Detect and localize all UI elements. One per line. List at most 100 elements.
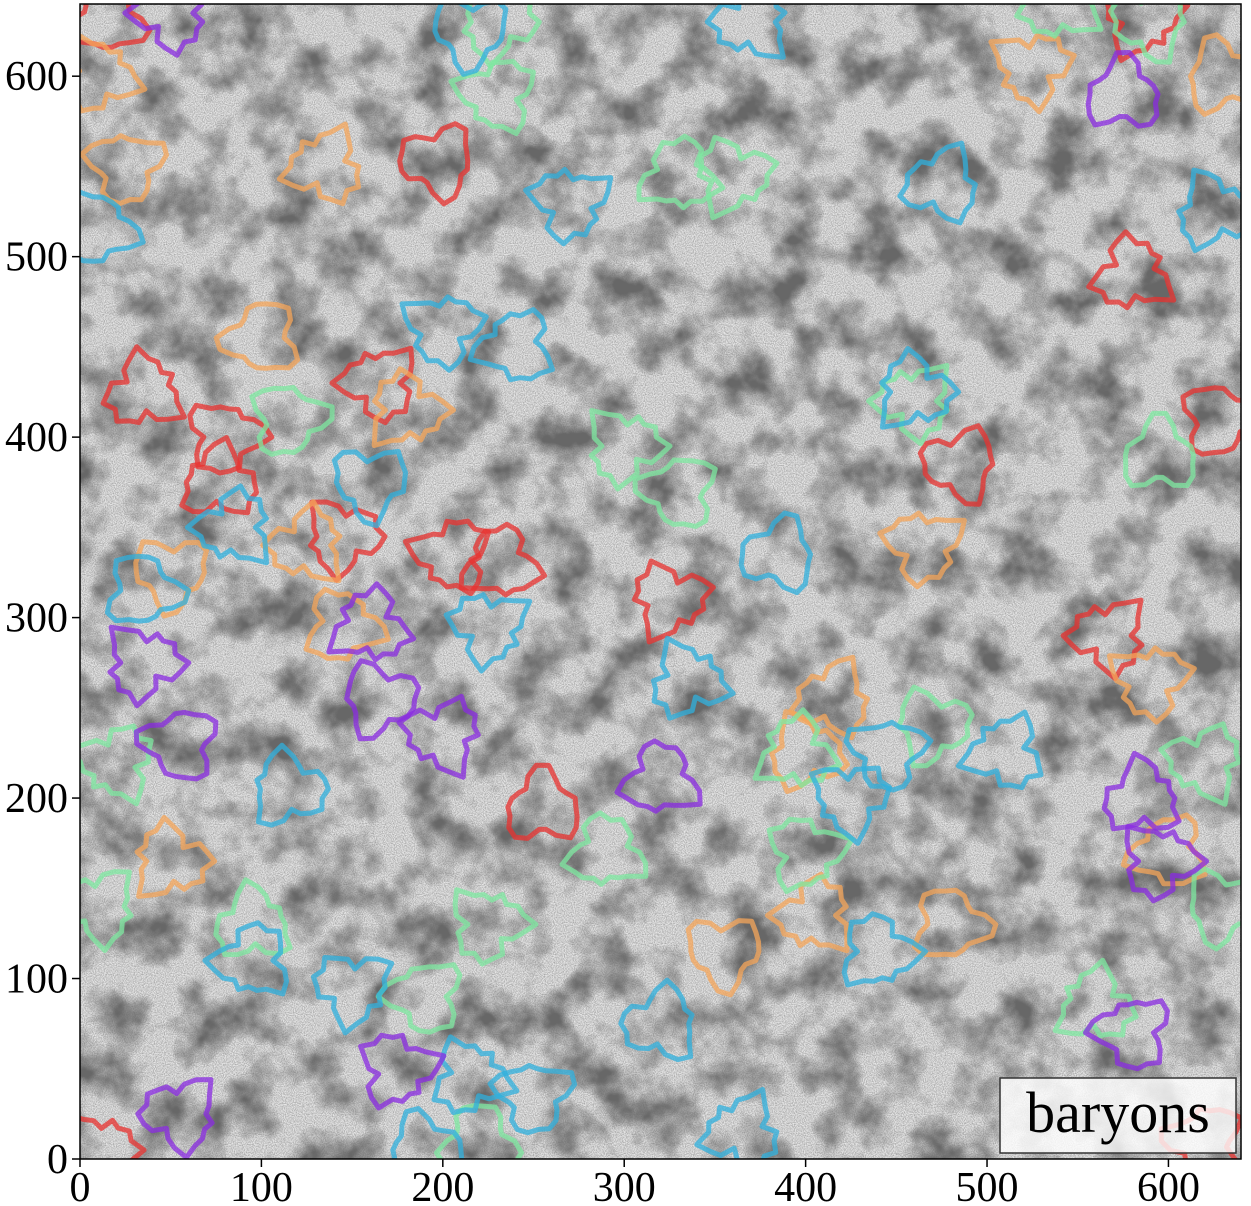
contour [308, 499, 388, 583]
contour [1106, 645, 1197, 725]
contour [276, 121, 362, 207]
contour [1108, 4, 1187, 65]
contour [523, 166, 614, 247]
contour [260, 499, 343, 584]
contour [452, 887, 539, 967]
contour [80, 1115, 147, 1159]
contour [329, 345, 415, 426]
contour [955, 709, 1044, 791]
contour [326, 581, 417, 663]
contour [1123, 410, 1196, 489]
contour [371, 366, 456, 448]
y-tick-label: 100 [5, 957, 68, 1003]
contour [1085, 50, 1161, 129]
x-tick-label: 400 [774, 1165, 837, 1206]
contour [303, 586, 391, 662]
contour [1158, 721, 1241, 807]
x-tick-label: 100 [230, 1165, 293, 1206]
contour [879, 346, 962, 430]
contour [432, 4, 509, 77]
contour [390, 1106, 465, 1159]
contour [434, 1103, 524, 1159]
contour [588, 408, 673, 492]
contour [467, 307, 555, 383]
contour [1052, 957, 1139, 1038]
contour [344, 658, 422, 742]
contour [254, 742, 331, 828]
contour [487, 1063, 578, 1136]
contour [249, 385, 335, 457]
contour [694, 1086, 780, 1159]
contour [911, 887, 999, 958]
contour [461, 4, 542, 69]
y-tick-label: 500 [5, 235, 68, 281]
contour [135, 1077, 215, 1159]
contour [202, 920, 289, 997]
y-tick-label: 600 [5, 54, 68, 100]
contour [632, 457, 718, 529]
contour [1101, 750, 1182, 832]
contour [651, 635, 736, 721]
contour [397, 121, 471, 207]
contour [80, 869, 134, 953]
contour [696, 134, 780, 221]
contour [1014, 4, 1104, 39]
contour [1086, 229, 1177, 311]
axes: 0 100 200 300 400 500 600 0 100 200 300 400 500 600 [5, 54, 1200, 1206]
contour [179, 435, 259, 516]
contour [631, 558, 716, 645]
contour [738, 510, 813, 596]
x-tick-label: 500 [956, 1165, 1019, 1206]
plot-frame [79, 3, 1242, 1160]
contour [841, 911, 928, 988]
contour [107, 624, 192, 709]
y-tick-label: 0 [47, 1137, 68, 1183]
contour [431, 1034, 520, 1115]
contour [877, 510, 967, 590]
contour [1124, 824, 1210, 904]
contour [184, 483, 269, 566]
contour [808, 765, 892, 846]
contour [80, 33, 148, 114]
contour [213, 877, 293, 958]
contour [1176, 167, 1241, 254]
contour [917, 423, 996, 507]
annotation: baryons [1026, 1080, 1210, 1145]
contour [704, 4, 788, 60]
contour [1188, 32, 1241, 117]
x-tick-label: 600 [1137, 1165, 1200, 1206]
contour [1189, 866, 1241, 952]
contour [685, 918, 762, 998]
contour [80, 133, 169, 207]
x-tick-label: 300 [593, 1165, 656, 1206]
y-tick-label: 400 [5, 415, 68, 461]
contour [614, 738, 703, 814]
x-tick-label: 0 [70, 1165, 91, 1206]
contour [100, 344, 187, 425]
contour [134, 814, 218, 899]
contour [396, 693, 481, 780]
contour [843, 719, 934, 793]
contour [1180, 385, 1241, 457]
contour [80, 4, 153, 50]
contour [897, 140, 978, 226]
contour [505, 762, 580, 841]
contour [618, 977, 695, 1063]
contour [988, 33, 1077, 115]
contour [399, 294, 489, 373]
contour [311, 955, 395, 1036]
y-tick-label: 300 [5, 596, 68, 642]
contour [133, 709, 219, 782]
contour [766, 816, 855, 894]
contour [448, 58, 536, 136]
contour [788, 654, 871, 741]
y-tick-label: 200 [5, 776, 68, 822]
contour [1083, 998, 1170, 1072]
contour [1105, 4, 1191, 63]
contour [104, 553, 192, 624]
contour [80, 189, 146, 264]
contour [213, 301, 301, 371]
annotation-box [999, 1077, 1237, 1154]
contour [1060, 597, 1145, 682]
